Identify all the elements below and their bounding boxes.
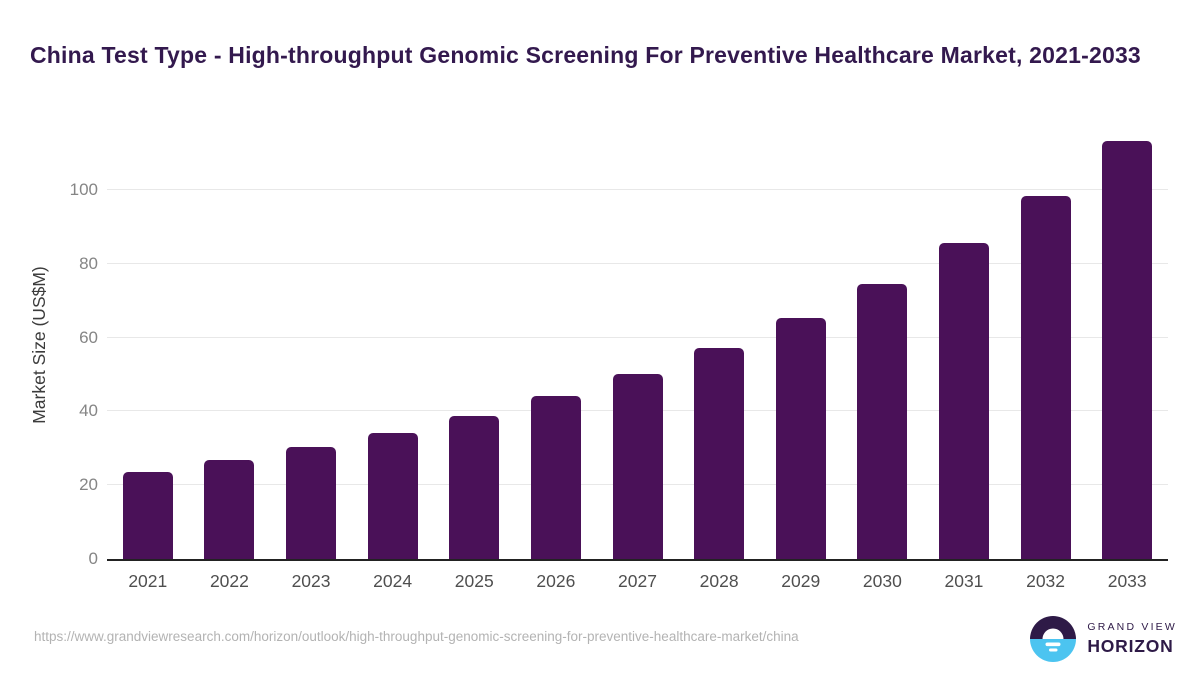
source-url: https://www.grandviewresearch.com/horizo… [34, 629, 799, 644]
bar-2026 [530, 395, 581, 559]
y-axis-tick-label: 40 [79, 401, 98, 421]
logo-brand-name: GRAND VIEW [1087, 621, 1177, 633]
x-axis-tick-label: 2026 [536, 571, 576, 591]
y-axis-tick-label: 20 [79, 475, 98, 495]
bar-2027 [612, 374, 663, 559]
gridline-60 [107, 336, 1168, 338]
bar-2029 [775, 317, 826, 559]
bar-2025 [449, 415, 500, 559]
horizon-sun-water-logo-icon [1030, 616, 1077, 662]
bar-2022 [204, 460, 255, 559]
bar-2023 [286, 446, 337, 559]
y-axis-tick-label: 80 [79, 253, 98, 273]
x-axis-tick-label: 2024 [373, 571, 413, 591]
x-axis-tick-label: 2030 [862, 571, 902, 591]
bar-2033 [1102, 140, 1153, 559]
y-axis-tick-label: 60 [79, 327, 98, 347]
x-axis-tick-label: 2028 [699, 571, 739, 591]
bar-2021 [122, 471, 173, 559]
x-axis-tick-label: 2021 [128, 571, 168, 591]
x-axis-tick-label: 2027 [618, 571, 657, 591]
x-axis-tick-label: 2023 [291, 571, 331, 591]
grand-view-horizon-logo: GRAND VIEW HORIZON [1030, 616, 1177, 662]
bar-2028 [694, 347, 745, 559]
x-axis-tick-label: 2031 [944, 571, 984, 591]
gridline-100 [107, 189, 1168, 191]
x-axis-tick-label: 2029 [781, 571, 821, 591]
chart-title: China Test Type - High-throughput Genomi… [30, 42, 1141, 69]
y-axis-tick-label: 100 [69, 180, 98, 200]
bar-2024 [367, 432, 418, 559]
x-axis-tick-label: 2032 [1026, 571, 1066, 591]
bar-2030 [857, 283, 908, 559]
logo-wordmark: GRAND VIEW HORIZON [1087, 621, 1177, 657]
y-axis-tick-label: 0 [88, 549, 98, 568]
x-axis-tick-label: 2033 [1107, 571, 1147, 591]
x-axis-tick-label: 2025 [454, 571, 494, 591]
logo-product-name: HORIZON [1087, 636, 1174, 656]
bar-2032 [1020, 195, 1071, 559]
gridline-80 [107, 262, 1168, 264]
plot-area: 0 20 40 60 80 100 2021 2022 2023 2024 2025 2026 2027… [70, 131, 1168, 591]
x-axis-tick-label: 2022 [209, 571, 249, 591]
bar-2031 [938, 243, 989, 559]
